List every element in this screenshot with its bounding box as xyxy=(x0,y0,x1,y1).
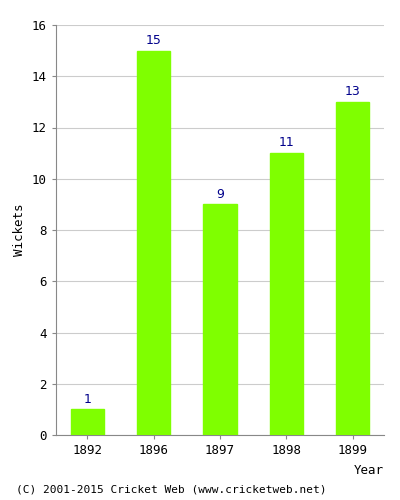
Y-axis label: Wickets: Wickets xyxy=(14,204,26,256)
Bar xyxy=(71,410,104,435)
Text: 13: 13 xyxy=(345,85,360,98)
Text: Year: Year xyxy=(354,464,384,476)
Bar xyxy=(204,204,236,435)
Bar xyxy=(137,50,170,435)
Text: 9: 9 xyxy=(216,188,224,200)
Text: (C) 2001-2015 Cricket Web (www.cricketweb.net): (C) 2001-2015 Cricket Web (www.cricketwe… xyxy=(16,485,326,495)
Text: 15: 15 xyxy=(146,34,162,47)
Text: 1: 1 xyxy=(84,392,92,406)
Text: 11: 11 xyxy=(278,136,294,149)
Bar xyxy=(270,153,303,435)
Bar xyxy=(336,102,369,435)
